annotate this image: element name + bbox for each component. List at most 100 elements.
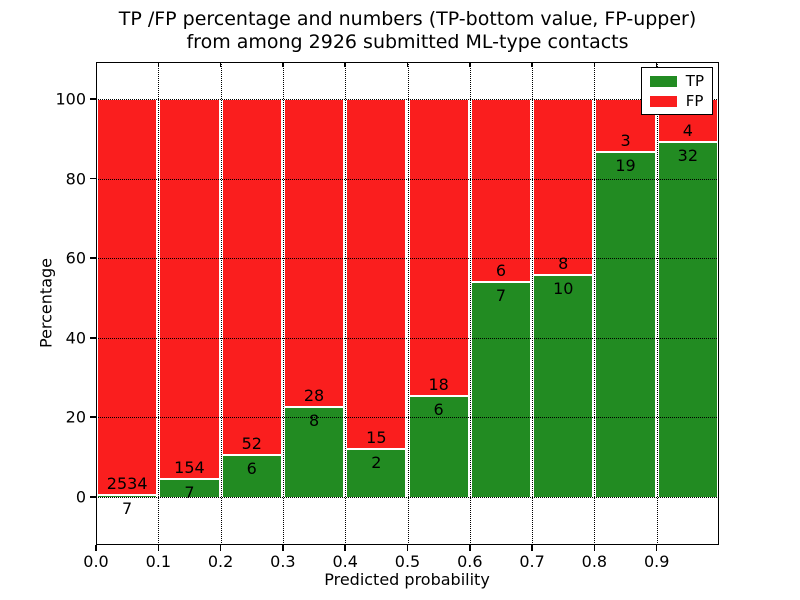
gridline-vertical — [158, 62, 160, 545]
y-tick-label: 40 — [65, 328, 86, 348]
bar-tp-segment — [409, 397, 468, 497]
x-tick-mark-bottom — [219, 545, 222, 551]
bar-tp-count-label: 6 — [246, 458, 257, 478]
y-tick-mark — [90, 257, 96, 259]
bar-tp-segment — [658, 143, 717, 497]
bar-tp-segment — [347, 450, 406, 497]
bar-tp-segment — [160, 479, 219, 497]
bar-fp-segment — [160, 99, 219, 480]
x-tick-label: 0.2 — [207, 552, 234, 571]
bar-tp-count-label: 32 — [677, 146, 699, 166]
bar-fp-segment — [347, 99, 406, 451]
y-axis-label: Percentage — [36, 257, 56, 349]
bar-tp-segment — [222, 455, 281, 497]
x-tick-mark-top — [406, 62, 409, 67]
x-tick-label: 0.3 — [270, 552, 296, 571]
x-tick-mark-top — [157, 62, 160, 67]
legend-item-fp: FP — [649, 92, 704, 110]
x-tick-mark-top — [593, 62, 596, 67]
x-tick-mark-top — [469, 62, 471, 67]
y-tick-label: 20 — [65, 407, 86, 427]
bar-tp-segment — [534, 275, 593, 497]
bar-fp-count-label: 3 — [620, 131, 631, 151]
gridline-vertical — [532, 62, 534, 545]
x-tick-mark-bottom — [282, 545, 284, 551]
x-tick-mark-bottom — [344, 545, 346, 551]
x-tick-label: 0.9 — [643, 552, 670, 571]
gridline-vertical — [594, 62, 596, 545]
bar-fp-count-label: 8 — [558, 253, 569, 273]
x-tick-label: 0.6 — [457, 552, 483, 571]
legend-label-tp: TP — [685, 72, 704, 90]
chart-title: TP /FP percentage and numbers (TP-bottom… — [96, 8, 719, 54]
y-tick-label: 100 — [55, 89, 86, 109]
x-axis-label: Predicted probability — [324, 570, 490, 589]
gridline-vertical — [282, 62, 284, 545]
bar-fp-count-label: 28 — [303, 386, 325, 406]
x-tick-mark-bottom — [95, 545, 97, 551]
bar-tp-segment — [284, 408, 344, 497]
legend-label-fp: FP — [685, 92, 704, 110]
bar-tp-count-label: 8 — [308, 411, 320, 431]
bar-tp-count-label: 19 — [615, 156, 636, 176]
gridline-vertical — [656, 62, 658, 545]
x-tick-mark-bottom — [157, 545, 160, 551]
x-tick-label: 0.5 — [394, 552, 421, 571]
chart-title-line2: from among 2926 submitted ML-type contac… — [186, 31, 629, 53]
legend: TP FP — [640, 67, 713, 115]
y-tick-mark — [90, 416, 96, 419]
gridline-vertical — [345, 62, 347, 545]
bar-fp-count-label: 52 — [241, 433, 262, 453]
y-tick-mark — [90, 496, 96, 498]
plot-area: Predicted probability TP FP 2534 7 154 7 52 6… — [55, 62, 719, 589]
gridline-vertical — [220, 62, 222, 545]
bar-fp-segment — [98, 99, 157, 496]
legend-item-tp: TP — [649, 72, 704, 90]
x-tick-mark-bottom — [406, 545, 409, 551]
chart-title-line1: TP /FP percentage and numbers (TP-bottom… — [118, 8, 697, 30]
x-tick-mark-top — [344, 62, 346, 67]
x-tick-label: 0.8 — [581, 552, 608, 571]
x-tick-label: 0.1 — [145, 552, 172, 571]
x-tick-label: 0.4 — [332, 552, 358, 571]
bar-fp-segment — [534, 99, 593, 276]
bar-tp-count-label: 6 — [433, 400, 444, 420]
x-tick-label: 0.7 — [519, 552, 545, 571]
gridline-vertical — [469, 62, 471, 545]
bar-fp-count-label: 154 — [174, 457, 205, 477]
x-tick-mark-top — [655, 62, 658, 67]
x-tick-mark-top — [531, 62, 533, 67]
x-tick-mark-bottom — [531, 545, 533, 551]
y-tick-mark — [90, 177, 96, 180]
bar-fp-count-label: 2534 — [106, 473, 148, 493]
y-tick-mark — [90, 336, 96, 339]
bar-fp-segment — [409, 99, 468, 398]
x-tick-mark-top — [219, 62, 222, 67]
bar-tp-count-label: 2 — [371, 453, 382, 473]
y-tick-label: 60 — [65, 248, 86, 268]
bar-tp-segment — [596, 153, 655, 497]
bar-tp-count-label: 7 — [184, 482, 195, 502]
legend-swatch-tp — [649, 75, 677, 87]
bar-tp-count-label: 10 — [553, 278, 574, 298]
y-tick-mark — [90, 98, 96, 100]
x-tick-mark-bottom — [655, 545, 658, 551]
bar-tp-count-label: 7 — [495, 285, 507, 305]
x-tick-mark-top — [282, 62, 284, 67]
bar-fp-segment — [471, 99, 531, 283]
y-tick-label: 80 — [65, 169, 86, 189]
bar-fp-segment — [222, 99, 281, 456]
bar-tp-segment — [471, 282, 531, 497]
legend-swatch-fp — [649, 95, 677, 107]
bar-fp-count-label: 15 — [366, 428, 387, 448]
bar-tp-count-label: 7 — [122, 498, 133, 518]
y-tick-label: 0 — [75, 487, 86, 507]
bar-fp-count-label: 18 — [428, 375, 449, 395]
bar-fp-count-label: 4 — [682, 121, 693, 141]
gridline-vertical — [407, 62, 409, 545]
bar-fp-segment — [284, 99, 344, 409]
bar-tp-segment — [98, 495, 157, 497]
x-tick-mark-bottom — [469, 545, 471, 551]
x-tick-mark-bottom — [593, 545, 596, 551]
